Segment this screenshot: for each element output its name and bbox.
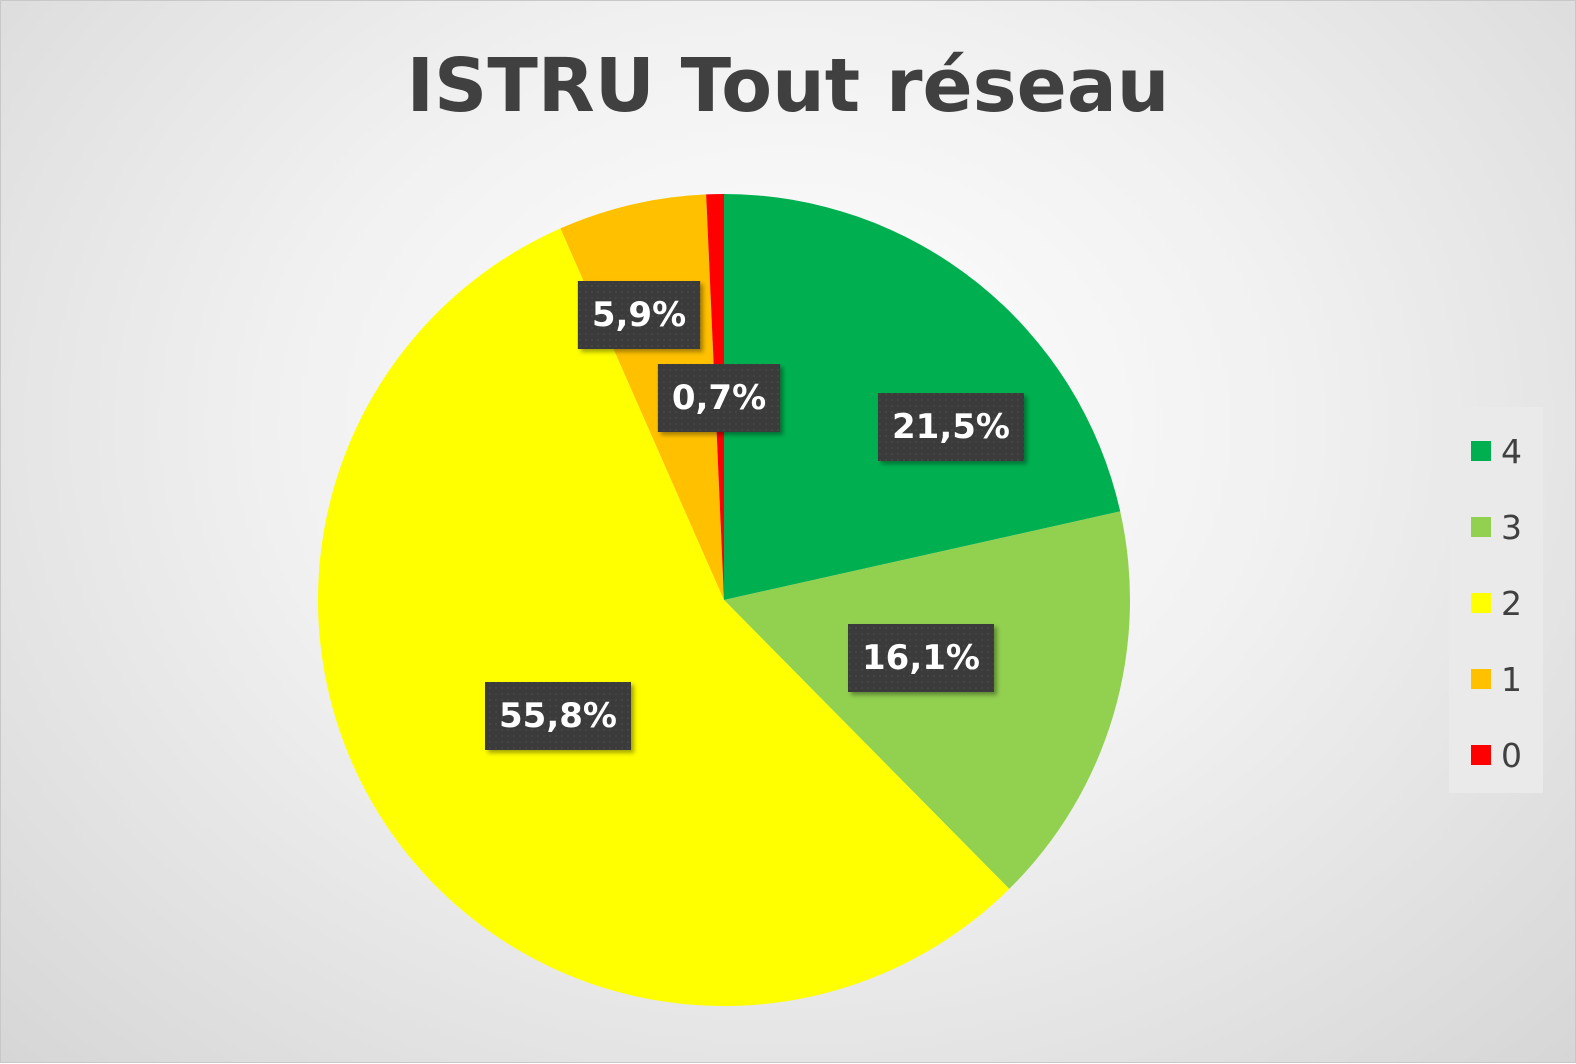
data-label-text: 21,5% (892, 407, 1010, 447)
legend-swatch (1471, 745, 1491, 765)
legend-item-0: 0 (1471, 735, 1522, 775)
data-label-box (878, 393, 1024, 461)
legend-swatch (1471, 669, 1491, 689)
legend-label: 4 (1501, 431, 1522, 471)
data-label-box (577, 281, 701, 349)
data-label-text: 16,1% (862, 638, 980, 678)
legend-item-4: 4 (1471, 431, 1522, 471)
legend-label: 3 (1501, 507, 1522, 547)
data-label-text: 0,7% (672, 378, 766, 418)
legend-label: 0 (1501, 735, 1522, 775)
chart-title: ISTRU Tout réseau (406, 43, 1170, 129)
pie-slice-2 (317, 228, 1010, 1006)
data-label-0: 0,7% (657, 364, 781, 432)
data-label-3: 16,1% (848, 624, 994, 692)
legend-swatch (1471, 441, 1491, 461)
data-label-text: 55,8% (499, 696, 617, 736)
data-label-text: 5,9% (592, 295, 686, 335)
data-label-box (657, 364, 781, 432)
legend-swatch (1471, 593, 1491, 613)
data-label-box (848, 624, 994, 692)
data-label-box (485, 682, 631, 750)
data-label-4: 21,5% (878, 393, 1024, 461)
legend-swatch (1471, 517, 1491, 537)
legend: 4 3 2 1 0 (1449, 407, 1543, 793)
pie-slice-3 (724, 511, 1130, 889)
pie-slices (317, 194, 1130, 1006)
pie-data-labels: 21,5% 16,1% 55,8% 5,9% 0,7% (485, 281, 1024, 750)
data-label-2: 55,8% (485, 682, 631, 750)
legend-item-3: 3 (1471, 507, 1522, 547)
legend-label: 1 (1501, 659, 1522, 699)
legend-label: 2 (1501, 583, 1522, 623)
legend-item-1: 1 (1471, 659, 1522, 699)
data-label-1: 5,9% (577, 281, 701, 349)
legend-item-2: 2 (1471, 583, 1522, 623)
